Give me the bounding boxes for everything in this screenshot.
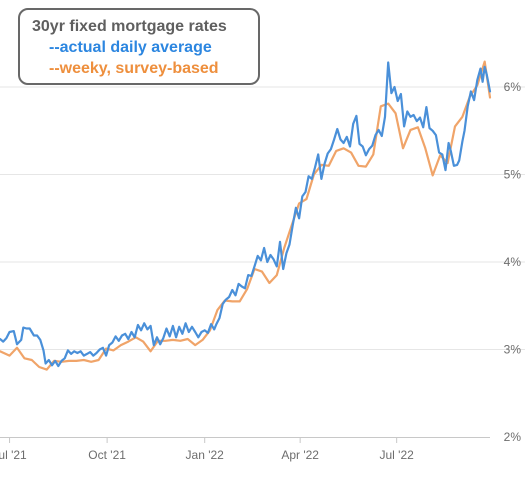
y-tick-label: 2% — [504, 430, 522, 444]
y-tick-label: 4% — [504, 255, 522, 269]
x-axis: Jul '21 Oct '21 Jan '22 Apr '22 Jul '22 — [0, 437, 490, 462]
legend-weekly-survey-based: --weeky, survey-based — [49, 60, 219, 77]
x-tick-label: Apr '22 — [281, 448, 319, 462]
y-tick-label: 3% — [504, 343, 522, 357]
chart-legend: 30yr fixed mortgage rates --actual daily… — [18, 8, 260, 85]
x-tick-label: Jul '21 — [0, 448, 27, 462]
y-tick-label: 6% — [504, 80, 522, 94]
y-axis: 2% 3% 4% 5% 6% — [504, 80, 522, 444]
x-tick-label: Oct '21 — [88, 448, 126, 462]
series-line-actual — [0, 61, 492, 368]
y-tick-label: 5% — [504, 168, 522, 182]
x-tick-label: Jul '22 — [380, 448, 415, 462]
series-line-weekly — [0, 60, 492, 371]
grid-lines — [0, 86, 525, 350]
legend-actual-daily-average: --actual daily average — [49, 39, 212, 56]
series-lines — [0, 60, 492, 371]
legend-title: 30yr fixed mortgage rates — [32, 18, 227, 35]
x-tick-label: Jan '22 — [186, 448, 225, 462]
